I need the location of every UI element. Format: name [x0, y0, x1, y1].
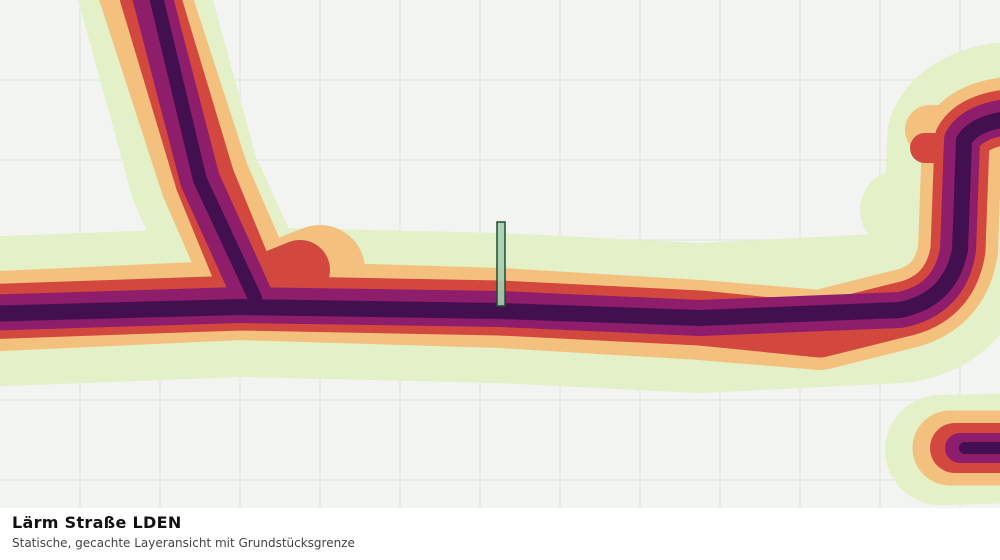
map-subtitle: Statische, gecachte Layeransicht mit Gru… [12, 536, 355, 550]
map-title: Lärm Straße LDEN [12, 513, 182, 532]
parcel-boundary[interactable] [496, 221, 506, 307]
band-extreme [0, 0, 1000, 454]
map [0, 0, 1000, 508]
noise-bands [0, 0, 1000, 505]
